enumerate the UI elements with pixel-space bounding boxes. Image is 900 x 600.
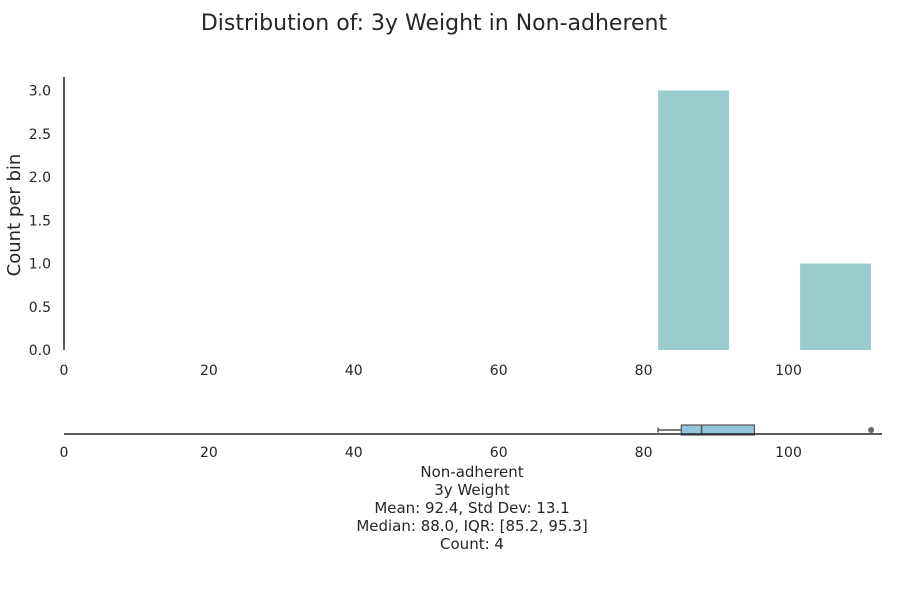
histogram-bar xyxy=(800,263,872,350)
x-tick-label: 20 xyxy=(200,363,218,379)
y-tick-label: 2.0 xyxy=(29,170,51,186)
stats-variable: 3y Weight xyxy=(434,481,510,499)
y-tick-label: 1.0 xyxy=(29,257,51,273)
x-tick-label: 80 xyxy=(635,363,653,379)
boxplot-box xyxy=(680,424,756,436)
y-tick-label: 0.0 xyxy=(29,343,51,359)
x-tick-label: 100 xyxy=(775,363,802,379)
summary-statistics: Non-adherent 3y Weight Mean: 92.4, Std D… xyxy=(0,463,900,553)
boxplot-x-tick-label: 20 xyxy=(200,445,218,461)
stats-median-iqr: Median: 88.0, IQR: [85.2, 95.3] xyxy=(356,517,588,535)
boxplot-x-tick-label: 60 xyxy=(490,445,508,461)
y-axis-ticks: 0.0 0.5 1.0 1.5 2.0 2.5 3.0 xyxy=(29,84,51,360)
histogram-bars xyxy=(658,90,872,350)
stats-mean-std: Mean: 92.4, Std Dev: 13.1 xyxy=(374,499,570,517)
boxplot-outlier xyxy=(868,427,875,433)
x-tick-label: 0 xyxy=(60,363,69,379)
y-axis-label: Count per bin xyxy=(4,154,25,277)
y-tick-label: 3.0 xyxy=(29,84,51,100)
boxplot-x-tick-label: 80 xyxy=(635,445,653,461)
histogram-x-axis-ticks: 0 20 40 60 80 100 xyxy=(60,363,802,379)
boxplot-x-tick-label: 0 xyxy=(60,445,69,461)
boxplot-x-axis-ticks: 0 20 40 60 80 100 xyxy=(60,445,802,461)
y-tick-label: 0.5 xyxy=(29,300,51,316)
boxplot-x-tick-label: 40 xyxy=(345,445,363,461)
x-tick-label: 40 xyxy=(345,363,363,379)
x-tick-label: 60 xyxy=(490,363,508,379)
chart-title: Distribution of: 3y Weight in Non-adhere… xyxy=(201,11,668,36)
stats-group: Non-adherent xyxy=(420,463,524,481)
histogram-bar xyxy=(658,90,730,350)
y-tick-label: 1.5 xyxy=(29,213,51,229)
stats-count: Count: 4 xyxy=(440,535,504,553)
boxplot-x-tick-label: 100 xyxy=(775,445,802,461)
y-tick-label: 2.5 xyxy=(29,127,51,143)
